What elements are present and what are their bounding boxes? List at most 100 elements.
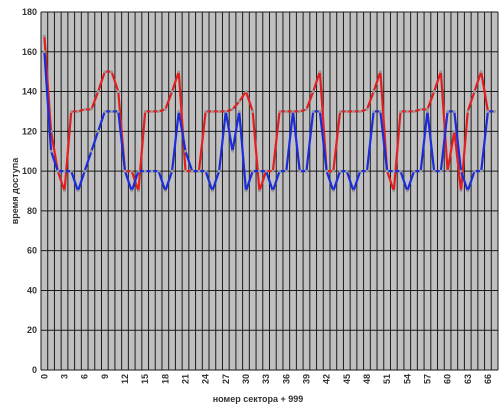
x-axis-title: номер сектора + 999 [213, 394, 304, 404]
data-point [466, 189, 470, 193]
data-point [378, 110, 382, 113]
data-point [163, 189, 167, 193]
data-point [184, 149, 187, 153]
data-point [258, 189, 261, 193]
data-point [365, 169, 369, 173]
y-tick-label: 80 [27, 206, 37, 216]
data-point [217, 169, 221, 173]
x-tick-label: 66 [483, 374, 493, 384]
x-tick-label: 24 [201, 374, 211, 384]
y-axis-title: время доступа [10, 157, 20, 224]
data-point [210, 110, 214, 113]
y-tick-label: 140 [22, 87, 37, 97]
data-point [372, 110, 376, 113]
data-point [358, 110, 362, 113]
data-point [76, 110, 80, 113]
x-tick-label: 9 [100, 374, 110, 379]
data-point [439, 70, 443, 74]
x-tick-label: 6 [80, 374, 90, 379]
data-point [271, 169, 275, 173]
data-point [42, 50, 46, 54]
data-point [432, 169, 436, 173]
data-point [90, 108, 93, 111]
data-point [345, 169, 349, 173]
data-point [284, 110, 288, 113]
x-tick-label: 54 [402, 374, 412, 384]
x-tick-label: 15 [140, 374, 150, 384]
x-tick-label: 0 [39, 374, 49, 379]
data-point [399, 110, 402, 113]
x-tick-label: 21 [180, 374, 190, 384]
x-tick-label: 30 [241, 374, 251, 384]
data-point [446, 110, 449, 113]
y-tick-label: 160 [22, 47, 37, 57]
data-point [419, 169, 423, 173]
data-point [170, 169, 174, 173]
data-point [69, 110, 73, 113]
data-point [76, 189, 80, 193]
data-point [271, 189, 275, 193]
data-point [419, 108, 423, 111]
data-point [298, 169, 302, 173]
data-point [325, 169, 329, 173]
x-tick-label: 39 [301, 374, 311, 384]
data-point [190, 169, 194, 173]
data-point [432, 90, 436, 93]
data-point [170, 90, 174, 93]
data-point [237, 110, 241, 113]
data-point [399, 169, 402, 173]
data-point [137, 169, 140, 173]
y-tick-label: 100 [22, 166, 37, 176]
data-point [150, 110, 154, 113]
data-point [69, 169, 73, 173]
data-point [305, 169, 308, 173]
data-point [163, 108, 167, 111]
y-tick-label: 60 [27, 246, 37, 256]
x-tick-label: 60 [443, 374, 453, 384]
data-point [278, 110, 281, 113]
data-point [392, 189, 396, 193]
data-point [284, 169, 288, 173]
data-point [318, 70, 322, 74]
x-tick-label: 48 [362, 374, 372, 384]
x-tick-label: 57 [422, 374, 432, 384]
data-point [83, 169, 87, 173]
x-tick-label: 51 [382, 374, 392, 384]
y-tick-label: 40 [27, 285, 37, 295]
y-tick-label: 180 [22, 7, 37, 17]
x-tick-label: 36 [281, 374, 291, 384]
data-point [452, 129, 456, 133]
data-point [204, 169, 208, 173]
data-point [358, 169, 362, 173]
x-tick-label: 3 [60, 374, 70, 379]
data-point [459, 189, 463, 193]
data-point [231, 108, 234, 111]
data-point [116, 90, 120, 93]
data-point [305, 108, 308, 111]
series-1 [42, 34, 497, 193]
data-point [331, 189, 335, 193]
data-point [426, 108, 429, 111]
x-tick-label: 27 [221, 374, 231, 384]
y-tick-label: 0 [32, 365, 37, 375]
data-point [258, 169, 261, 173]
data-point [217, 110, 221, 113]
data-point [452, 110, 456, 113]
data-point [96, 129, 100, 133]
data-point [278, 169, 281, 173]
x-tick-label: 18 [160, 374, 170, 384]
data-point [251, 110, 255, 113]
data-point [63, 189, 66, 193]
data-point [150, 169, 154, 173]
data-point [345, 110, 349, 113]
data-point [352, 110, 355, 113]
data-point [177, 110, 181, 113]
data-point [237, 100, 241, 103]
data-point [157, 110, 161, 113]
data-point [96, 90, 100, 93]
data-point [479, 70, 483, 74]
data-point [177, 70, 181, 74]
data-point [210, 189, 214, 193]
data-point [412, 110, 416, 113]
